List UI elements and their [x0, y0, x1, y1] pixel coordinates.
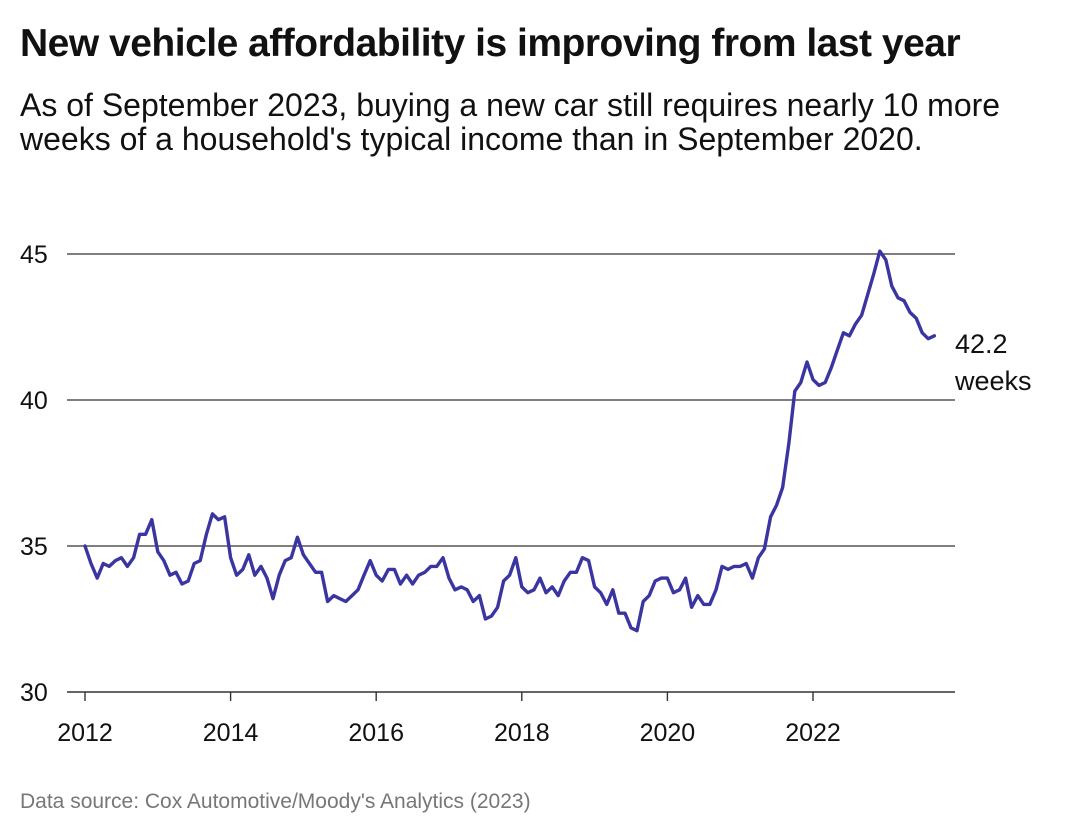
y-tick-label-35: 35 — [20, 533, 48, 561]
x-tick-label-2012: 2012 — [57, 719, 113, 747]
series-line-0 — [83, 249, 937, 633]
chart-title: New vehicle affordability is improving f… — [20, 22, 961, 65]
chart-subtitle: As of September 2023, buying a new car s… — [20, 87, 1001, 157]
data-source-note: Data source: Cox Automotive/Moody's Anal… — [20, 790, 531, 813]
x-tick-label-2014: 2014 — [203, 719, 259, 747]
y-tick-label-40: 40 — [20, 387, 48, 415]
series-layer — [83, 249, 937, 633]
x-tick-label-2022: 2022 — [785, 719, 841, 747]
gridlines: 30 35 40 45 — [20, 241, 955, 707]
end-value-label: 42.2 — [955, 329, 1008, 359]
x-tick-label-2020: 2020 — [640, 719, 696, 747]
line-chart: 30 35 40 45 2012 2014 2016 2018 2020 2022 42.2 w… — [20, 241, 1032, 747]
y-tick-label-30: 30 — [20, 679, 48, 707]
y-tick-label-45: 45 — [20, 241, 48, 269]
x-tick-label-2018: 2018 — [494, 719, 550, 747]
end-unit-label: weeks — [954, 366, 1032, 396]
x-tick-label-2016: 2016 — [348, 719, 404, 747]
x-axis: 2012 2014 2016 2018 2020 2022 — [57, 692, 841, 747]
end-label-group: 42.2 weeks — [954, 329, 1032, 396]
